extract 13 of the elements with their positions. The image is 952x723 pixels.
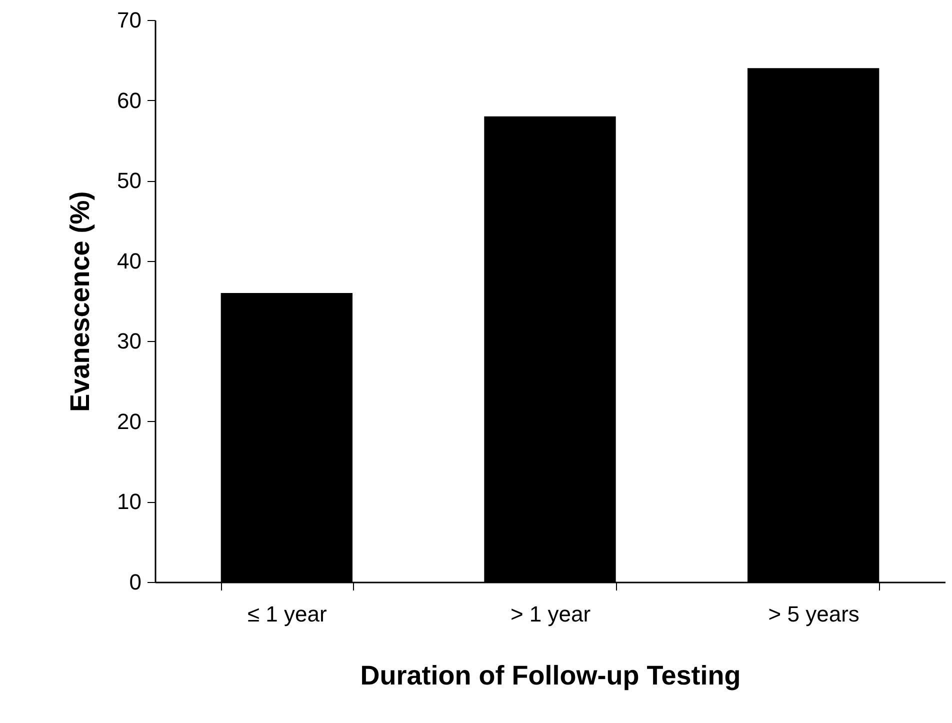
- x-axis-title: Duration of Follow-up Testing: [360, 660, 741, 690]
- y-axis-title: Evanescence (%): [65, 191, 96, 412]
- y-tick-label: 50: [117, 168, 142, 194]
- y-tick-label: 10: [117, 489, 142, 514]
- y-tick-label: 70: [117, 8, 142, 32]
- y-tick-label: 40: [117, 248, 142, 274]
- y-tick-label: 0: [129, 570, 142, 594]
- y-tick-label: 30: [117, 328, 142, 354]
- x-tick-label: ≤ 1 year: [247, 602, 327, 626]
- y-tick-label: 20: [117, 408, 142, 434]
- x-tick-label: > 1 year: [510, 602, 591, 626]
- y-tick-label: 60: [117, 88, 142, 113]
- x-tick-label: > 5 years: [768, 602, 860, 626]
